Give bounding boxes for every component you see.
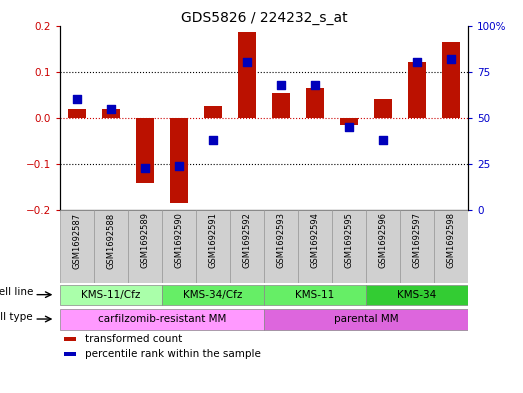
Text: GSM1692593: GSM1692593 [277, 213, 286, 268]
Point [73, 96, 82, 103]
Point [311, 81, 320, 88]
Text: GSM1692596: GSM1692596 [379, 213, 388, 268]
Bar [400, 210, 434, 283]
Text: KMS-11/Cfz: KMS-11/Cfz [82, 290, 141, 299]
Bar [68, 108, 86, 118]
Point [379, 137, 388, 143]
Text: GSM1692589: GSM1692589 [141, 213, 150, 268]
Bar [60, 210, 94, 283]
Bar [238, 33, 256, 118]
Text: GSM1692590: GSM1692590 [175, 213, 184, 268]
Bar [204, 107, 222, 118]
Title: GDS5826 / 224232_s_at: GDS5826 / 224232_s_at [181, 11, 347, 24]
Point [447, 56, 456, 62]
Bar [366, 210, 400, 283]
Point [413, 59, 422, 66]
Text: GSM1692594: GSM1692594 [311, 213, 320, 268]
Text: GSM1692591: GSM1692591 [209, 213, 218, 268]
Text: GSM1692592: GSM1692592 [243, 213, 252, 268]
Point [175, 163, 184, 169]
Bar [162, 210, 196, 283]
Text: KMS-34: KMS-34 [397, 290, 437, 299]
Bar [64, 352, 76, 356]
Bar [306, 88, 324, 118]
Text: GSM1692587: GSM1692587 [73, 213, 82, 268]
Point [243, 59, 252, 66]
Bar [170, 118, 188, 203]
Bar [64, 337, 76, 341]
Text: percentile rank within the sample: percentile rank within the sample [85, 349, 260, 359]
Point [277, 81, 286, 88]
Bar [264, 210, 298, 283]
Text: GSM1692595: GSM1692595 [345, 213, 354, 268]
Text: GSM1692598: GSM1692598 [447, 213, 456, 268]
Bar [94, 210, 128, 283]
Point [107, 105, 116, 112]
Text: GSM1692597: GSM1692597 [413, 213, 422, 268]
Bar [442, 42, 460, 118]
Text: transformed count: transformed count [85, 334, 182, 344]
Bar [128, 210, 162, 283]
Bar [162, 285, 264, 305]
Text: carfilzomib-resistant MM: carfilzomib-resistant MM [98, 314, 226, 324]
Bar [264, 285, 366, 305]
Bar [408, 62, 426, 118]
Point [141, 165, 150, 171]
Bar [102, 108, 120, 118]
Bar [264, 309, 468, 330]
Text: GSM1692588: GSM1692588 [107, 213, 116, 268]
Bar [272, 92, 290, 118]
Text: parental MM: parental MM [334, 314, 399, 324]
Bar [60, 309, 264, 330]
Bar [136, 118, 154, 182]
Bar [340, 118, 358, 125]
Text: KMS-11: KMS-11 [295, 290, 335, 299]
Bar [434, 210, 468, 283]
Bar [230, 210, 264, 283]
Point [209, 137, 218, 143]
Text: cell line: cell line [0, 287, 33, 297]
Bar [60, 285, 162, 305]
Text: KMS-34/Cfz: KMS-34/Cfz [184, 290, 243, 299]
Bar [332, 210, 366, 283]
Point [345, 124, 354, 130]
Bar [298, 210, 332, 283]
Text: cell type: cell type [0, 312, 33, 321]
Bar [196, 210, 230, 283]
Bar [374, 99, 392, 118]
Bar [366, 285, 468, 305]
